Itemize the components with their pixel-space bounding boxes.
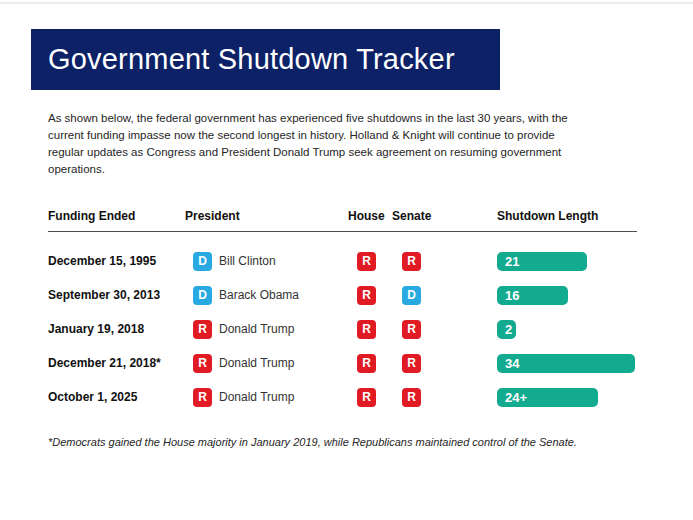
table-row: October 1, 2025 R Donald Trump R R 24+ — [0, 380, 693, 414]
shutdown-length-bar: 21 — [497, 252, 587, 271]
senate-party-badge: D — [402, 286, 421, 305]
president-party-badge: D — [193, 252, 212, 271]
shutdown-length-bar: 24+ — [497, 388, 598, 407]
president-party-badge: R — [193, 354, 212, 373]
president-name-cell: Donald Trump — [219, 312, 294, 346]
president-name-cell: Bill Clinton — [219, 244, 276, 278]
shutdown-length-bar: 34 — [497, 354, 635, 373]
president-name-cell: Donald Trump — [219, 380, 294, 414]
column-header-funding-ended: Funding Ended — [48, 209, 135, 223]
table-row: January 19, 2018 R Donald Trump R R 2 — [0, 312, 693, 346]
house-party-badge: R — [357, 252, 376, 271]
header-divider — [48, 231, 637, 232]
table-row: September 30, 2013 D Barack Obama R D 16 — [0, 278, 693, 312]
shutdown-length-bar: 16 — [497, 286, 568, 305]
president-party-badge: D — [193, 286, 212, 305]
column-header-house: House — [348, 209, 385, 223]
table-row: December 15, 1995 D Bill Clinton R R 21 — [0, 244, 693, 278]
funding-ended-cell: December 15, 1995 — [48, 244, 156, 278]
president-party-badge: R — [193, 320, 212, 339]
senate-party-badge: R — [402, 252, 421, 271]
senate-party-badge: R — [402, 388, 421, 407]
table-rows: December 15, 1995 D Bill Clinton R R 21 … — [0, 244, 693, 414]
senate-party-badge: R — [402, 320, 421, 339]
house-party-badge: R — [357, 320, 376, 339]
page-top-edge — [0, 2, 693, 4]
intro-paragraph: As shown below, the federal government h… — [48, 110, 580, 178]
footnote: *Democrats gained the House majority in … — [48, 436, 648, 448]
title-bar: Government Shutdown Tracker — [31, 29, 500, 90]
funding-ended-cell: December 21, 2018* — [48, 346, 161, 380]
column-header-president: President — [185, 209, 240, 223]
president-party-badge: R — [193, 388, 212, 407]
shutdown-length-bar: 2 — [497, 320, 516, 339]
column-header-senate: Senate — [392, 209, 431, 223]
funding-ended-cell: January 19, 2018 — [48, 312, 144, 346]
table-row: December 21, 2018* R Donald Trump R R 34 — [0, 346, 693, 380]
funding-ended-cell: October 1, 2025 — [48, 380, 137, 414]
funding-ended-cell: September 30, 2013 — [48, 278, 160, 312]
senate-party-badge: R — [402, 354, 421, 373]
house-party-badge: R — [357, 388, 376, 407]
president-name-cell: Donald Trump — [219, 346, 294, 380]
column-header-shutdown-length: Shutdown Length — [497, 209, 598, 223]
shutdown-tracker-page: Government Shutdown Tracker As shown bel… — [0, 0, 693, 520]
page-title: Government Shutdown Tracker — [48, 43, 455, 76]
president-name-cell: Barack Obama — [219, 278, 299, 312]
house-party-badge: R — [357, 286, 376, 305]
house-party-badge: R — [357, 354, 376, 373]
